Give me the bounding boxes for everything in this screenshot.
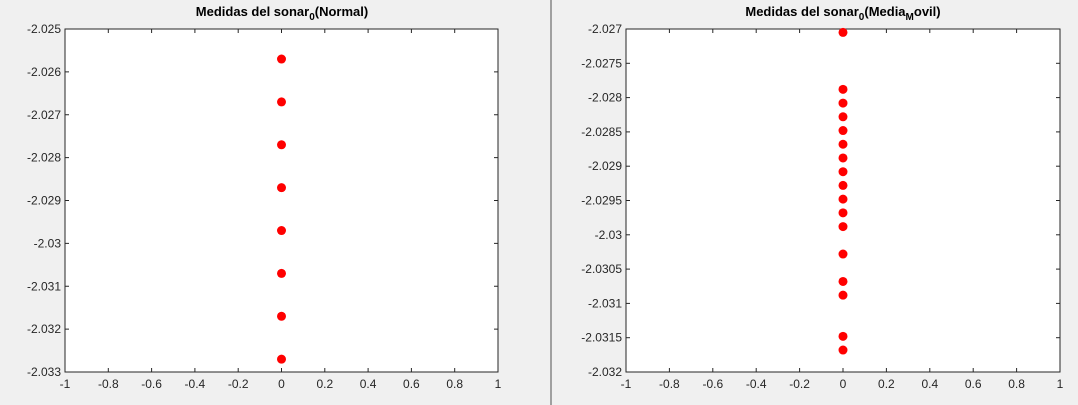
y-tick-label: -2.0305 <box>581 262 622 276</box>
x-tick-label: -1 <box>621 377 632 391</box>
y-tick-label: -2.026 <box>27 65 61 79</box>
chart-title: Medidas del sonar0(MediaMovil) <box>745 4 940 23</box>
y-tick-label: -2.032 <box>588 365 622 379</box>
y-tick-label: -2.0315 <box>581 331 622 345</box>
data-point <box>277 354 286 364</box>
data-point <box>838 84 848 94</box>
data-point <box>838 139 848 149</box>
data-point <box>838 249 848 259</box>
x-tick-label: 0.2 <box>878 377 895 391</box>
data-point <box>838 331 848 341</box>
y-tick-label: -2.027 <box>588 22 622 36</box>
x-tick-label: 0 <box>278 377 285 391</box>
x-tick-label: 0.6 <box>965 377 982 391</box>
y-tick-label: -2.027 <box>27 108 61 122</box>
y-tick-label: -2.032 <box>27 322 61 336</box>
data-point <box>838 276 848 286</box>
data-point <box>838 208 848 218</box>
data-point <box>838 153 848 163</box>
x-tick-label: 0.8 <box>446 377 463 391</box>
data-point <box>838 222 848 232</box>
y-tick-label: -2.03 <box>595 228 623 242</box>
data-point <box>838 290 848 300</box>
data-point <box>277 183 286 193</box>
x-tick-label: -0.8 <box>659 377 680 391</box>
data-point <box>277 54 286 64</box>
chart-sonar-media-movil: Medidas del sonar0(MediaMovil) -1 -0.8 -0.… <box>581 4 1064 391</box>
y-tick-label: -2.031 <box>588 296 622 310</box>
data-point <box>838 112 848 122</box>
data-points <box>838 27 848 355</box>
x-tick-label: 0.8 <box>1008 377 1025 391</box>
figure-sonar-media-movil: Medidas del sonar0(MediaMovil) -1 -0.8 -0.… <box>552 0 1078 405</box>
chart-title: Medidas del sonar0(Normal) <box>196 4 368 23</box>
x-tick-label: 0.2 <box>316 377 333 391</box>
x-tick-label: -0.4 <box>185 377 206 391</box>
data-point <box>838 345 848 355</box>
data-point <box>838 27 848 37</box>
x-tick-label: 0.4 <box>921 377 938 391</box>
x-tick-label: -0.6 <box>141 377 162 391</box>
x-axis: -1 -0.8 -0.6 -0.4 -0.2 0 0.2 0.4 0.6 0.8 1 <box>621 29 1064 391</box>
x-tick-label: -0.6 <box>702 377 723 391</box>
y-tick-label: -2.028 <box>27 151 61 165</box>
x-tick-label: 0.6 <box>403 377 420 391</box>
y-tick-label: -2.0295 <box>581 194 622 208</box>
y-tick-label: -2.03 <box>34 236 62 250</box>
chart-sonar-normal: Medidas del sonar0(Normal) -1 -0.8 -0.6 -0.… <box>27 4 502 391</box>
y-axis: -2.025 -2.026 -2.027 -2.028 -2.029 -2.03 -2.03… <box>27 22 498 379</box>
x-tick-label: -0.2 <box>789 377 810 391</box>
data-point <box>838 194 848 204</box>
y-tick-label: -2.0275 <box>581 56 622 70</box>
x-tick-label: 1 <box>495 377 502 391</box>
window-divider[interactable] <box>550 0 552 405</box>
data-point <box>838 126 848 136</box>
data-point <box>277 140 286 150</box>
x-tick-label: -1 <box>60 377 71 391</box>
y-tick-label: -2.028 <box>588 91 622 105</box>
data-point <box>838 167 848 177</box>
figure-sonar-normal: Medidas del sonar0(Normal) -1 -0.8 -0.6 -0.… <box>26 4 502 391</box>
y-tick-label: -2.031 <box>27 279 61 293</box>
x-tick-label: 1 <box>1057 377 1064 391</box>
x-tick-label: -0.2 <box>228 377 249 391</box>
data-point <box>277 311 286 321</box>
x-tick-label: 0.4 <box>360 377 377 391</box>
data-point <box>277 97 286 107</box>
x-tick-label: -0.8 <box>98 377 119 391</box>
data-point <box>277 226 286 236</box>
data-point <box>277 268 286 278</box>
data-point <box>838 180 848 190</box>
y-tick-label: -2.025 <box>27 22 61 36</box>
y-axis: -2.027 -2.0275 -2.028 -2.0285 -2.029 -2.0295 -… <box>581 22 1060 379</box>
y-tick-label: -2.029 <box>27 194 61 208</box>
y-tick-label: -2.0285 <box>581 125 622 139</box>
x-axis: -1 -0.8 -0.6 -0.4 -0.2 0 0.2 0.4 0.6 0.8 1 <box>60 29 502 391</box>
x-tick-label: 0 <box>840 377 847 391</box>
data-point <box>838 98 848 108</box>
data-points <box>277 54 286 364</box>
y-tick-label: -2.033 <box>27 365 61 379</box>
x-tick-label: -0.4 <box>746 377 767 391</box>
y-tick-label: -2.029 <box>588 159 622 173</box>
